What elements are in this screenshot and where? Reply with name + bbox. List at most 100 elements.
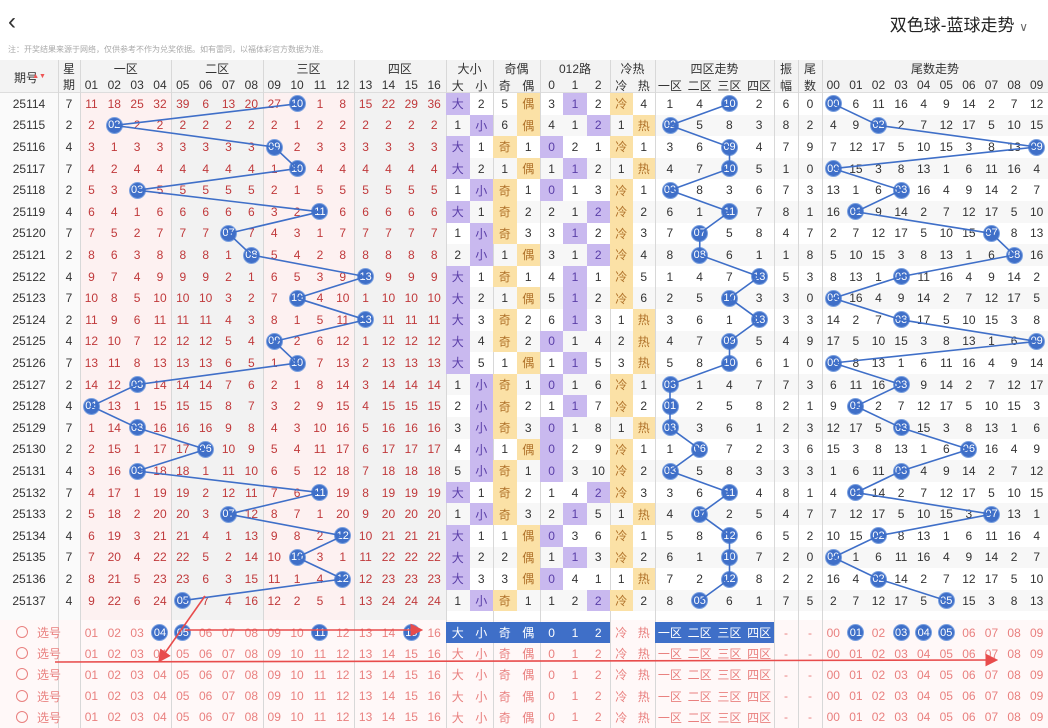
pick-tail[interactable]: 07 [984, 646, 999, 661]
pick-zone[interactable]: 二区 [687, 710, 712, 725]
pick-number[interactable]: 12 [336, 689, 350, 704]
pick-number[interactable]: 14 [381, 689, 396, 704]
pick-number[interactable]: 07 [221, 667, 236, 682]
pick-number[interactable]: 13 [358, 667, 373, 682]
pick-zone[interactable]: 一区 [657, 689, 682, 704]
pick-tail[interactable]: 01 [849, 646, 863, 661]
pick-tail[interactable]: 01 [849, 667, 863, 682]
pick-option[interactable]: 冷 [615, 710, 628, 725]
pick-tail[interactable]: 09 [1030, 646, 1044, 661]
pick-tail[interactable]: 07 [984, 710, 999, 725]
pick-number[interactable]: 06 [198, 625, 213, 640]
pick-number[interactable]: 03 [130, 710, 144, 725]
pick-number[interactable]: 08 [244, 710, 259, 725]
pick-number[interactable]: 08 [244, 625, 259, 640]
pick-option[interactable]: 冷 [615, 668, 628, 683]
pick-option[interactable]: 冷 [615, 689, 628, 704]
pick-number[interactable]: 07 [221, 646, 236, 661]
pick-option[interactable]: 小 [469, 622, 493, 643]
pick-tail[interactable]: 02 [871, 646, 886, 661]
pick-number[interactable]: 04 [153, 689, 167, 704]
pick-option[interactable]: 偶 [516, 622, 540, 643]
pick-option[interactable]: 大 [451, 668, 464, 683]
pick-zone[interactable]: 三区 [717, 689, 742, 704]
pick-zone[interactable]: 二区 [684, 622, 715, 643]
pick-number[interactable]: 16 [427, 710, 441, 725]
header-period-label[interactable]: 期号 [13, 70, 38, 85]
pick-number[interactable]: 14 [381, 646, 396, 661]
pick-number[interactable]: 03 [130, 625, 144, 640]
pick-option[interactable]: 热 [637, 689, 650, 704]
pick-zone[interactable]: 三区 [717, 668, 742, 683]
pick-number[interactable]: 10 [290, 710, 304, 725]
pick-option[interactable]: 2 [586, 622, 610, 643]
pick-option[interactable]: 偶 [522, 668, 535, 683]
pick-tail[interactable]: 04 [917, 667, 931, 682]
pick-label[interactable]: 选号 [36, 626, 61, 640]
pick-option[interactable]: 1 [563, 622, 587, 643]
back-arrow-icon[interactable]: ‹ [8, 8, 16, 35]
pick-zone[interactable]: 二区 [687, 689, 712, 704]
pick-zone[interactable]: 四区 [747, 689, 772, 704]
pick-number[interactable]: 16 [427, 667, 441, 682]
pick-option[interactable]: 0 [548, 710, 555, 725]
pick-number[interactable]: 15 [404, 689, 418, 704]
pick-number[interactable]: 11 [313, 646, 327, 661]
pick-number[interactable]: 04 [153, 667, 167, 682]
pick-tail[interactable]: 05 [939, 646, 953, 661]
pick-radio-icon[interactable] [16, 668, 28, 681]
pick-tail[interactable]: 04 [917, 710, 931, 725]
pick-number[interactable]: 10 [290, 689, 304, 704]
pick-number[interactable]: 03 [130, 667, 144, 682]
pick-zone[interactable]: 二区 [687, 668, 712, 683]
pick-option[interactable]: 2 [594, 646, 602, 661]
pick-tail[interactable]: 07 [984, 667, 999, 682]
pick-tail[interactable]: 03 [894, 667, 908, 682]
pick-option[interactable]: 偶 [522, 647, 535, 662]
pick-number[interactable]: 02 [107, 689, 121, 704]
pick-tail[interactable]: 00 [826, 689, 840, 704]
pick-number[interactable]: 05 [176, 710, 190, 725]
pick-tail[interactable]: 04 [917, 646, 931, 661]
pick-number[interactable]: 15 [404, 646, 418, 661]
pick-number[interactable]: 03 [130, 689, 144, 704]
pick-number[interactable]: 06 [198, 646, 213, 661]
pick-label[interactable]: 选号 [36, 647, 61, 662]
pick-number[interactable]: 01 [84, 646, 99, 661]
pick-option[interactable]: 偶 [522, 710, 535, 725]
pick-number[interactable]: 15 [404, 667, 418, 682]
pick-option[interactable]: 冷 [615, 647, 628, 662]
pick-tail[interactable]: 09 [1030, 625, 1044, 640]
pick-tail[interactable]: 09 [1030, 710, 1044, 725]
pick-option[interactable]: 大 [451, 689, 464, 704]
pick-number[interactable]: 16 [427, 625, 441, 640]
pick-number[interactable]: 04 [153, 646, 167, 661]
pick-number[interactable]: 03 [130, 646, 144, 661]
pick-tail[interactable]: 08 [1007, 689, 1021, 704]
pick-tail[interactable]: 06 [962, 625, 976, 640]
pick-label[interactable]: 选号 [36, 710, 61, 725]
pick-tail[interactable]: 03 [894, 646, 908, 661]
pick-number[interactable]: 11 [313, 689, 327, 704]
pick-tail[interactable]: 00 [826, 625, 840, 640]
page-title[interactable]: 双色球-蓝球走势 ∨ [889, 16, 1028, 35]
pick-tail[interactable]: 00 [826, 646, 840, 661]
pick-radio-icon[interactable] [16, 647, 28, 660]
pick-number[interactable]: 13 [358, 646, 373, 661]
pick-number[interactable]: 14 [381, 710, 396, 725]
pick-number[interactable]: 12 [336, 625, 350, 640]
pick-number[interactable]: 02 [107, 646, 121, 661]
pick-option[interactable]: 小 [475, 710, 488, 725]
pick-option[interactable]: 热 [637, 647, 650, 662]
sort-arrows-icon[interactable]: ▲▼ [32, 73, 46, 80]
pick-number[interactable]: 07 [221, 710, 236, 725]
pick-tail[interactable]: 06 [962, 667, 976, 682]
selected-tail[interactable]: 01 [847, 624, 865, 641]
pick-number[interactable]: 10 [290, 667, 304, 682]
pick-zone[interactable]: 四区 [744, 622, 774, 643]
pick-number[interactable]: 08 [244, 646, 259, 661]
pick-tail[interactable]: 02 [871, 625, 886, 640]
pick-zone[interactable]: 三区 [717, 647, 742, 662]
pick-tail[interactable]: 02 [871, 689, 886, 704]
pick-zone[interactable]: 一区 [657, 668, 682, 683]
